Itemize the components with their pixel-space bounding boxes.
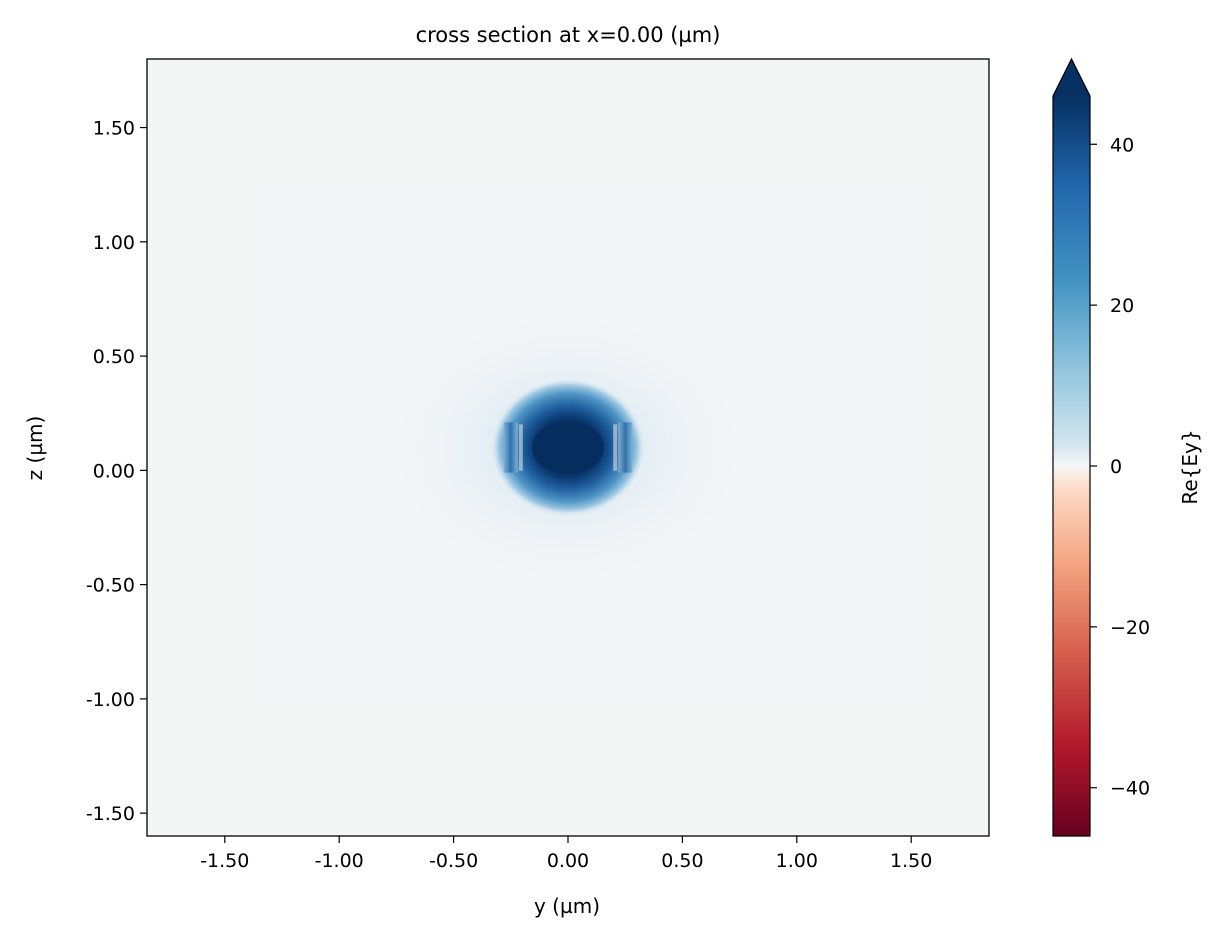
colorbar-tick-label: −40 xyxy=(1110,778,1150,800)
x-tick-label: -0.50 xyxy=(429,850,478,872)
x-tick-label: -1.00 xyxy=(315,850,364,872)
x-tick-label: -1.50 xyxy=(200,850,249,872)
waveguide-sidewall-line xyxy=(518,424,523,471)
chart-title: cross section at x=0.00 (µm) xyxy=(416,23,721,47)
x-axis-label: y (µm) xyxy=(534,894,600,918)
x-tick-label: 0.50 xyxy=(661,850,703,872)
colorbar-tick-label: 20 xyxy=(1110,295,1134,317)
y-tick-label: -0.50 xyxy=(86,575,135,597)
waveguide-sidewall-line xyxy=(613,424,618,471)
x-tick-label: 1.00 xyxy=(776,850,818,872)
waveguide-edge xyxy=(618,422,633,473)
plot-area xyxy=(147,59,989,836)
colorbar-extend-arrow xyxy=(1053,59,1090,96)
x-tick-label: 0.00 xyxy=(547,850,589,872)
y-tick-label: 1.50 xyxy=(93,118,135,140)
x-axis: -1.50 -1.00 -0.50 0.00 0.50 1.00 1.50 xyxy=(200,836,932,872)
colorbar-tick-label: 0 xyxy=(1110,456,1122,478)
colorbar-label: Re{Ey} xyxy=(1178,429,1202,504)
y-axis-label: z (µm) xyxy=(23,416,47,481)
x-tick-label: 1.50 xyxy=(890,850,932,872)
colorbar-tick-label: −20 xyxy=(1110,617,1150,639)
colorbar-gradient xyxy=(1053,96,1090,836)
colorbar: 40 20 0 −20 −40 Re{Ey} xyxy=(1052,57,1202,837)
mode-profile xyxy=(490,378,646,517)
y-axis: 1.50 1.00 0.50 0.00 -0.50 -1.00 -1.50 xyxy=(86,118,147,825)
y-tick-label: 1.00 xyxy=(93,232,135,254)
y-tick-label: -1.50 xyxy=(86,803,135,825)
y-tick-label: 0.50 xyxy=(93,346,135,368)
mode-peak xyxy=(531,421,605,474)
waveguide-edge xyxy=(503,422,518,473)
y-tick-label: 0.00 xyxy=(93,460,135,482)
colorbar-tick-label: 40 xyxy=(1110,134,1134,156)
y-tick-label: -1.00 xyxy=(86,689,135,711)
colorbar-ticks: 40 20 0 −20 −40 xyxy=(1090,134,1150,800)
colorbar-outline xyxy=(1052,57,1091,837)
